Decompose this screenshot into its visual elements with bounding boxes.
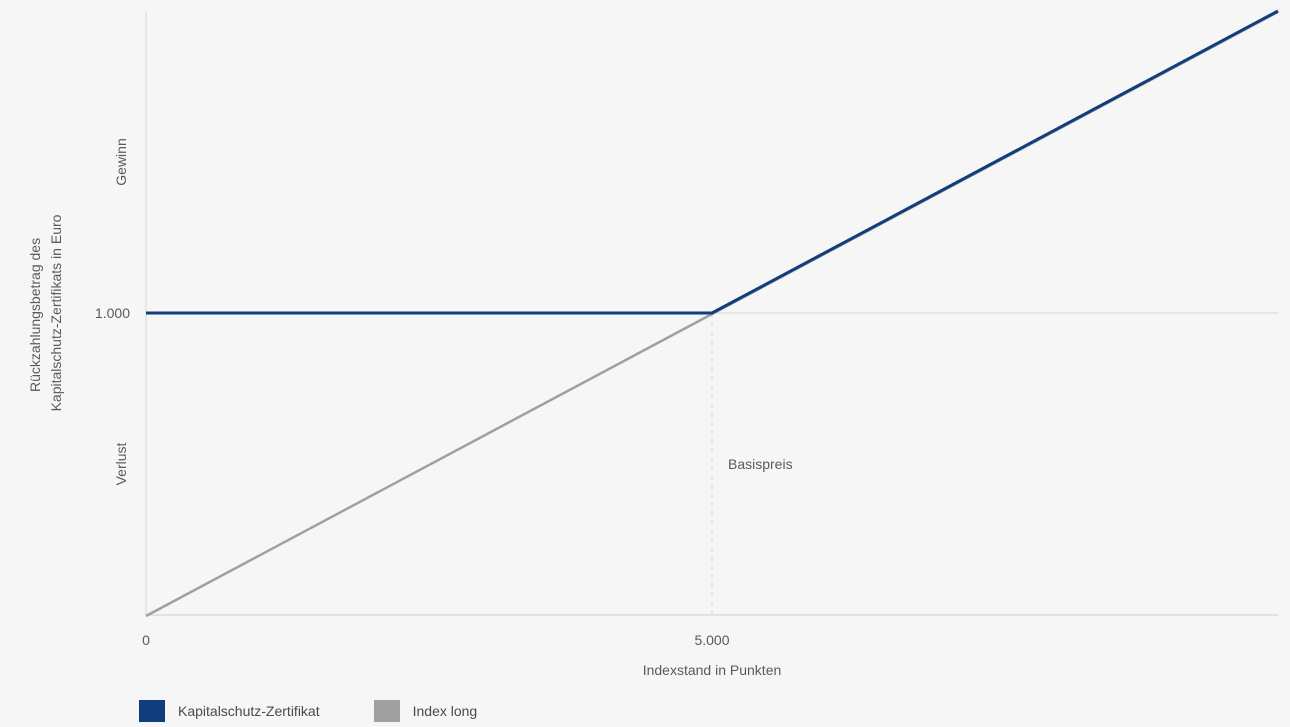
x-tick-label: 5.000 — [694, 632, 729, 648]
legend-item-kapitalschutz[interactable]: Kapitalschutz-Zertifikat — [139, 700, 320, 722]
legend-swatch — [139, 700, 165, 722]
payoff-chart: Indexstand in Punkten Rückzahlungsbetrag… — [27, 9, 1279, 678]
legend: Kapitalschutz-Zertifikat Index long — [139, 700, 531, 722]
y-axis-title: Rückzahlungsbetrag des Kapitalschutz-Zer… — [27, 214, 64, 411]
series-line-kapitalschutz — [146, 9, 1279, 315]
y-tick-label: 1.000 — [95, 305, 130, 321]
legend-swatch — [373, 700, 400, 722]
y-axis-title-line-1: Rückzahlungsbetrag des — [27, 238, 43, 392]
y-region-label: Gewinn — [113, 138, 129, 185]
legend-item-index-long[interactable]: Index long — [373, 700, 478, 722]
basispreis-annotation: Basispreis — [728, 456, 793, 472]
y-region-label: Verlust — [113, 442, 129, 485]
legend-label: Index long — [412, 703, 478, 719]
series-layer — [145, 9, 1279, 618]
y-axis-title-line-2: Kapitalschutz-Zertifikats in Euro — [48, 214, 64, 411]
x-tick-label: 0 — [142, 632, 150, 648]
x-axis-title: Indexstand in Punkten — [643, 662, 782, 678]
legend-label: Kapitalschutz-Zertifikat — [178, 703, 320, 719]
label-layer: Indexstand in Punkten Rückzahlungsbetrag… — [27, 138, 793, 678]
